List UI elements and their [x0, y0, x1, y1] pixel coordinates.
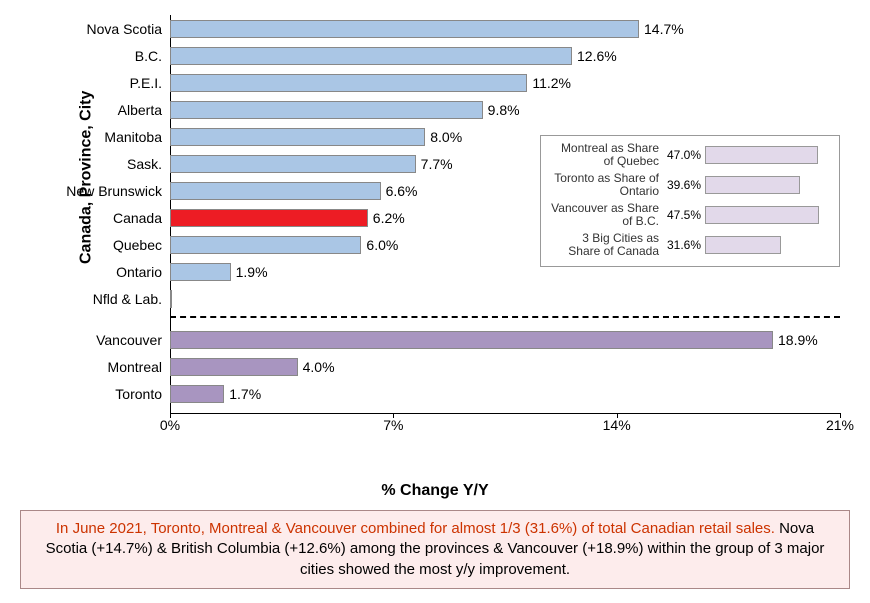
- x-tick: 7%: [383, 417, 403, 433]
- inset-value: 31.6%: [667, 238, 701, 252]
- x-tick-mark: [170, 413, 171, 418]
- x-axis-line: [170, 413, 840, 414]
- inset-bar-area: 39.6%: [665, 176, 825, 194]
- inset-value: 39.6%: [667, 178, 701, 192]
- bar-value: 6.6%: [386, 183, 418, 199]
- bar-value: 6.0%: [366, 237, 398, 253]
- retail-sales-chart: Canada, Province, City Nova Scotia14.7%B…: [10, 10, 860, 500]
- inset-bar-area: 47.5%: [665, 206, 825, 224]
- bar-value: 12.6%: [577, 48, 617, 64]
- bar-row-top-4: Manitoba8.0%: [170, 123, 462, 150]
- bar-row-top-0: Nova Scotia14.7%: [170, 15, 684, 42]
- bar-row-top-6: New Brunswick6.6%: [170, 177, 417, 204]
- inset-value: 47.0%: [667, 148, 701, 162]
- bar-row-top-10: Nfld & Lab.: [170, 285, 172, 312]
- bar: [170, 236, 361, 254]
- bar-value: 8.0%: [430, 129, 462, 145]
- bar: [170, 385, 224, 403]
- bar-label: Manitoba: [104, 129, 170, 145]
- bar-value: 9.8%: [488, 102, 520, 118]
- x-tick: 14%: [603, 417, 631, 433]
- bar-value: 6.2%: [373, 210, 405, 226]
- inset-bar-area: 31.6%: [665, 236, 825, 254]
- bar-label: P.E.I.: [130, 75, 170, 91]
- bar-label: Quebec: [113, 237, 170, 253]
- bar-label: Alberta: [118, 102, 170, 118]
- inset-bar-area: 47.0%: [665, 146, 825, 164]
- bar-row-bottom-1: Montreal4.0%: [170, 353, 335, 380]
- bar-value: 4.0%: [303, 359, 335, 375]
- bar-label: B.C.: [135, 48, 170, 64]
- inset-bar: [705, 206, 819, 224]
- bar-label: Nova Scotia: [87, 21, 170, 37]
- inset-label: Montreal as Share of Quebec: [549, 142, 659, 168]
- bar-label: Montreal: [108, 359, 170, 375]
- bar: [170, 20, 639, 38]
- bar: [170, 358, 298, 376]
- bar: [170, 263, 231, 281]
- bar-row-top-3: Alberta9.8%: [170, 96, 520, 123]
- bar-row-top-7: Canada6.2%: [170, 204, 405, 231]
- bar-row-top-8: Quebec6.0%: [170, 231, 398, 258]
- share-inset-panel: Montreal as Share of Quebec 47.0% Toronto …: [540, 135, 840, 267]
- bar: [170, 209, 368, 227]
- inset-label: Toronto as Share of Ontario: [549, 172, 659, 198]
- bar: [170, 128, 425, 146]
- bar-value: 7.7%: [421, 156, 453, 172]
- inset-label: 3 Big Cities as Share of Canada: [549, 232, 659, 258]
- bar-label: Canada: [113, 210, 170, 226]
- inset-bar: [705, 236, 781, 254]
- bar-label: Toronto: [115, 386, 170, 402]
- bar-label: Vancouver: [96, 332, 170, 348]
- inset-row-2: Vancouver as Share of B.C. 47.5%: [549, 200, 831, 230]
- bar-row-top-2: P.E.I.11.2%: [170, 69, 571, 96]
- bar-value: 1.9%: [236, 264, 268, 280]
- y-axis-label: Canada, Province, City: [78, 91, 96, 264]
- bar: [170, 74, 527, 92]
- bar-row-top-9: Ontario1.9%: [170, 258, 268, 285]
- bar-label: New Brunswick: [66, 183, 170, 199]
- bar-label: Ontario: [116, 264, 170, 280]
- bar-value: 11.2%: [532, 75, 571, 91]
- bar-label: Nfld & Lab.: [93, 291, 170, 307]
- inset-value: 47.5%: [667, 208, 701, 222]
- bar: [170, 101, 483, 119]
- bar: [170, 182, 381, 200]
- inset-row-0: Montreal as Share of Quebec 47.0%: [549, 140, 831, 170]
- inset-label: Vancouver as Share of B.C.: [549, 202, 659, 228]
- x-tick: 21%: [826, 417, 854, 433]
- bar-value: 14.7%: [644, 21, 684, 37]
- caption-lead: In June 2021, Toronto, Montreal & Vancou…: [56, 520, 775, 537]
- bar-row-top-1: B.C.12.6%: [170, 42, 617, 69]
- inset-row-3: 3 Big Cities as Share of Canada 31.6%: [549, 230, 831, 260]
- x-tick-mark: [393, 413, 394, 418]
- x-tick-mark: [840, 413, 841, 418]
- bar-row-top-5: Sask.7.7%: [170, 150, 453, 177]
- bar-label: Sask.: [127, 156, 170, 172]
- bar-row-bottom-2: Toronto1.7%: [170, 380, 261, 407]
- inset-bar: [705, 176, 800, 194]
- caption-box: In June 2021, Toronto, Montreal & Vancou…: [20, 510, 850, 589]
- x-axis-label: % Change Y/Y: [381, 482, 488, 500]
- inset-row-1: Toronto as Share of Ontario 39.6%: [549, 170, 831, 200]
- section-divider: [170, 316, 840, 318]
- bar: [170, 47, 572, 65]
- bar-row-bottom-0: Vancouver18.9%: [170, 326, 818, 353]
- inset-bar: [705, 146, 818, 164]
- bar: [170, 290, 172, 308]
- bar-value: 18.9%: [778, 332, 818, 348]
- bar: [170, 331, 773, 349]
- bar-value: 1.7%: [229, 386, 261, 402]
- x-tick-mark: [617, 413, 618, 418]
- bar: [170, 155, 416, 173]
- x-tick: 0%: [160, 417, 180, 433]
